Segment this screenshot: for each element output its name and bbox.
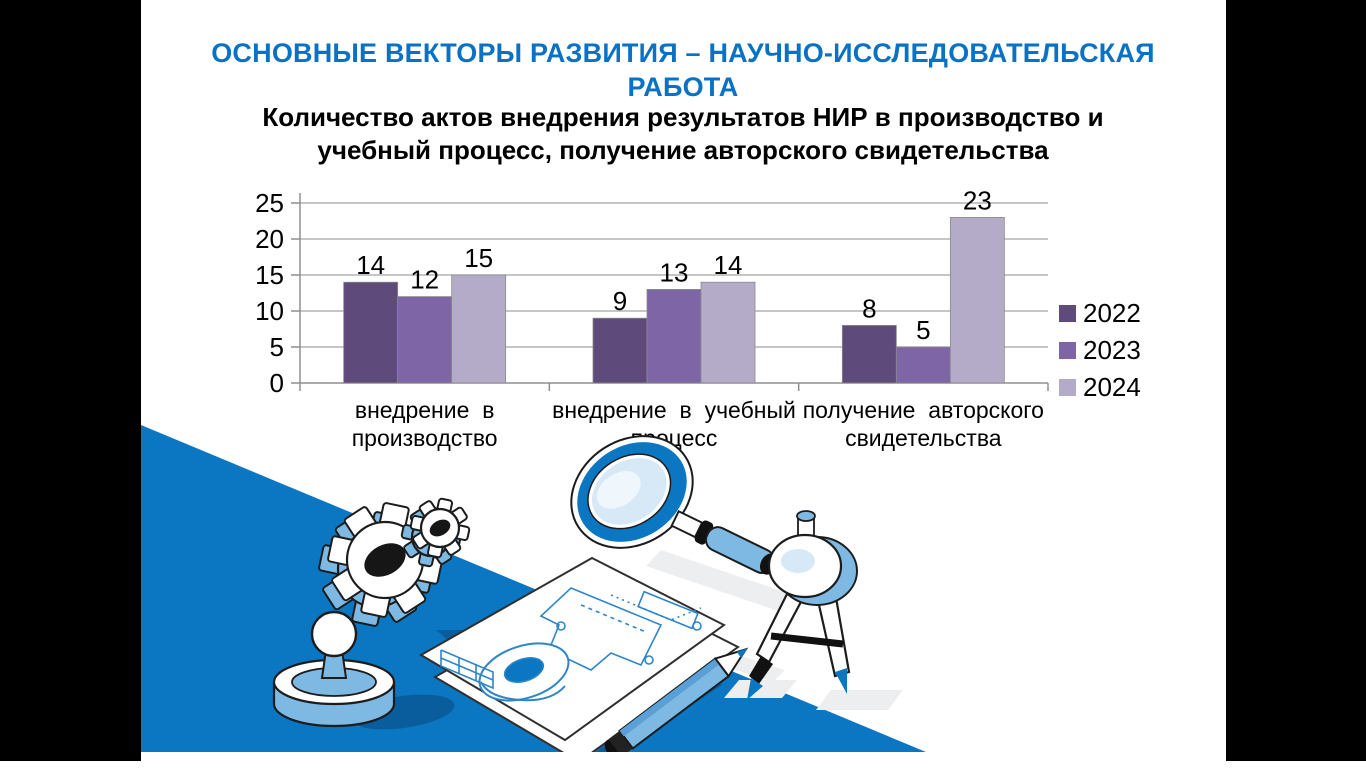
y-tick-label: 10 — [255, 296, 284, 326]
presentation-slide: ОСНОВНЫЕ ВЕКТОРЫ РАЗВИТИЯ – НАУЧНО-ИССЛЕ… — [141, 0, 1226, 761]
compass-floor-shadow-right — [816, 690, 903, 710]
drafting-compass-icon — [747, 510, 858, 700]
legend-swatch-2024 — [1059, 378, 1076, 396]
pencil-icon — [604, 647, 749, 752]
y-tick-label: 0 — [270, 368, 284, 398]
bar-chart: 0 5 10 15 20 25 14 9 8 12 13 5 15 14 23 — [255, 190, 1049, 398]
bar-2024-0 — [451, 274, 507, 384]
bar-2023-1 — [646, 289, 702, 384]
bar-value-label: 12 — [410, 265, 439, 295]
chart-legend: 2022 2023 2024 — [1059, 300, 1141, 411]
bar-2024-1 — [700, 281, 756, 384]
bar-value-label: 14 — [356, 250, 385, 280]
small-gear-icon — [400, 497, 471, 568]
bar-2022-0 — [343, 281, 399, 384]
bar-value-label: 9 — [613, 286, 627, 316]
slide-title: ОСНОВНЫЕ ВЕКТОРЫ РАЗВИТИЯ – НАУЧНО-ИССЛЕ… — [211, 38, 1155, 102]
bar-value-label: 5 — [916, 315, 930, 345]
magnifier-floor-shadow — [646, 550, 796, 612]
letterbox-left — [0, 0, 141, 761]
bar-2024-2 — [949, 216, 1005, 384]
compass-floor-shadow-left — [724, 680, 797, 698]
legend-label-2022: 2022 — [1083, 298, 1141, 328]
bar-value-label: 23 — [963, 190, 992, 215]
illustration-graphic — [141, 425, 926, 752]
letterbox-right — [1226, 0, 1366, 761]
y-tick-label: 20 — [255, 224, 284, 254]
bar-value-label: 14 — [714, 250, 743, 280]
legend-item-2024: 2024 — [1059, 374, 1141, 400]
y-tick-label: 5 — [270, 332, 284, 362]
bar-2022-1 — [592, 317, 648, 384]
bar-value-label: 13 — [660, 257, 689, 287]
y-tick-label: 25 — [255, 190, 284, 218]
category-label-0: внедрение в производство — [351, 397, 498, 451]
legend-label-2023: 2023 — [1083, 335, 1141, 365]
legend-item-2023: 2023 — [1059, 337, 1141, 363]
legend-swatch-2022 — [1059, 304, 1076, 322]
category-label-2: получение авторского свидетельства — [802, 397, 1044, 451]
bar-2023-0 — [397, 296, 453, 384]
bar-value-label: 15 — [464, 243, 493, 273]
category-axis-labels: внедрение в производство внедрение в учебн… — [141, 396, 1226, 466]
chart-title: Количество актов внедрения результатов Н… — [262, 102, 1104, 165]
legend-item-2022: 2022 — [1059, 300, 1141, 326]
stamp-icon — [272, 610, 396, 728]
bar-2022-2 — [841, 324, 897, 384]
y-tick-label: 15 — [255, 260, 284, 290]
bar-2023-2 — [895, 346, 951, 384]
magnifier-icon — [570, 435, 778, 575]
blueprint-drawing — [440, 587, 702, 702]
bar-value-label: 8 — [862, 293, 876, 323]
legend-swatch-2023 — [1059, 341, 1076, 359]
legend-label-2024: 2024 — [1083, 372, 1141, 402]
